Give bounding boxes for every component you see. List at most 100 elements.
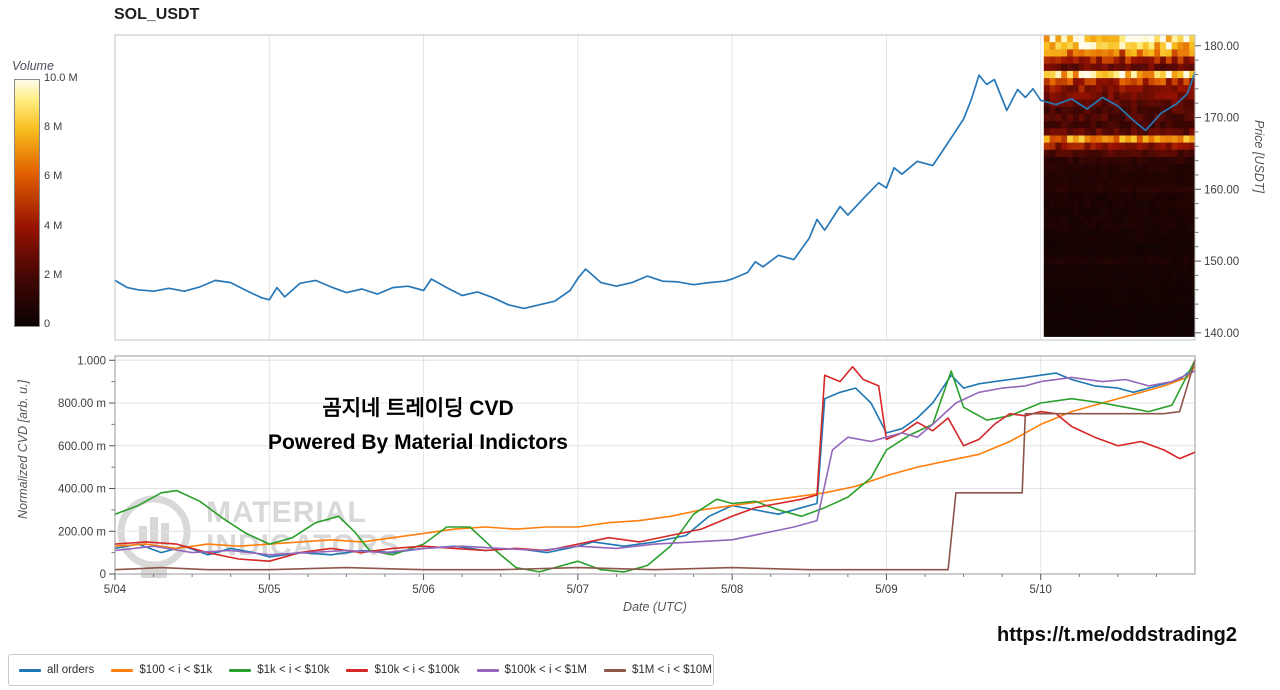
heatmap-cell [1119,35,1126,43]
heatmap-cell [1183,307,1190,316]
overlay-caption-line1: 곰지네 트레이딩 CVD [322,397,514,420]
heatmap-cell [1049,164,1056,172]
heatmap-cell [1119,157,1126,165]
heatmap-cell [1078,35,1085,43]
heatmap-cell [1131,78,1138,86]
heatmap-cell [1113,142,1120,151]
heatmap-cell [1090,106,1097,115]
legend-label: $100k < i < $1M [504,664,587,676]
heatmap-cell [1183,70,1190,79]
heatmap-cell [1113,157,1120,165]
heatmap-cell [1055,221,1062,230]
heatmap-cell [1055,307,1062,316]
heatmap-cell [1078,264,1085,273]
heatmap-cell [1119,200,1126,208]
heatmap-cell [1078,171,1085,180]
heatmap-cell [1119,271,1126,280]
heatmap-cell [1131,228,1138,237]
heatmap-cell [1049,78,1056,86]
heatmap-cell [1148,314,1155,323]
heatmap-cell [1061,214,1068,223]
heatmap-cell [1107,92,1115,101]
heatmap-cell [1154,300,1161,309]
heatmap-cell [1183,293,1190,302]
heatmap-cell [1154,157,1161,165]
heatmap-cell [1043,149,1051,158]
heatmap-cell [1055,264,1062,273]
heatmap-cell [1113,106,1120,115]
heatmap-cell [1183,235,1190,244]
heatmap-cell [1090,128,1097,136]
heatmap-cell [1160,56,1167,65]
heatmap-cell [1084,257,1091,266]
cvd-tick-label: 600.00 m [58,441,106,453]
heatmap-cell [1136,171,1144,180]
heatmap-cell [1084,121,1091,129]
heatmap-cell [1072,279,1080,287]
heatmap-cell [1102,149,1109,158]
telegram-link[interactable]: https://t.me/oddstrading2 [997,624,1237,646]
heatmap-cell [1131,307,1138,316]
heatmap-cell [1084,92,1091,101]
heatmap-cell [1049,135,1056,144]
heatmap-cell [1131,42,1138,50]
heatmap-cell [1055,70,1062,79]
heatmap-cell [1090,35,1097,43]
heatmap-cell [1078,164,1085,172]
heatmap-cell [1183,322,1190,330]
heatmap-cell [1078,250,1085,258]
heatmap-cell [1084,63,1091,72]
legend-label: $10k < i < $100k [374,664,460,676]
heatmap-cell [1084,78,1091,86]
heatmap-cell [1177,142,1184,151]
heatmap-cell [1171,171,1178,180]
heatmap-cell [1061,264,1068,273]
heatmap-cell [1148,185,1155,194]
heatmap-cell [1102,250,1109,258]
heatmap-cell [1096,142,1103,151]
heatmap-cell [1189,70,1196,79]
heatmap-cell [1067,271,1074,280]
heatmap-cell [1055,113,1062,122]
heatmap-cell [1165,142,1173,151]
heatmap-cell [1160,257,1167,266]
heatmap-cell [1084,128,1091,136]
heatmap-cell [1119,228,1126,237]
heatmap-cell [1125,171,1132,180]
heatmap-cell [1096,113,1103,122]
heatmap-cell [1113,329,1120,337]
heatmap-cell [1084,56,1091,65]
heatmap-cell [1148,128,1155,136]
heatmap-cell [1096,279,1103,287]
heatmap-cell [1119,149,1126,158]
heatmap-cell [1049,113,1056,122]
heatmap-cell [1148,99,1155,108]
heatmap-cell [1084,243,1091,251]
heatmap-cell [1043,157,1051,165]
heatmap-cell [1049,192,1056,201]
heatmap-cell [1090,243,1097,251]
volume-colorbar [14,79,40,327]
heatmap-cell [1142,300,1149,309]
heatmap-cell [1148,92,1155,101]
heatmap-cell [1165,257,1173,266]
heatmap-cell [1102,70,1109,79]
heatmap-cell [1067,106,1074,115]
heatmap-cell [1078,329,1085,337]
heatmap-cell [1119,85,1126,93]
heatmap-cell [1055,49,1062,58]
heatmap-cell [1160,279,1167,287]
heatmap-cell [1189,128,1196,136]
heatmap-cell [1043,106,1051,115]
heatmap-cell [1136,243,1144,251]
heatmap-cell [1183,214,1190,223]
heatmap-cell [1189,243,1196,251]
heatmap-cell [1177,293,1184,302]
heatmap-cell [1055,207,1062,215]
heatmap-cell [1055,92,1062,101]
heatmap-cell [1107,99,1115,108]
heatmap-cell [1165,113,1173,122]
heatmap-cell [1177,113,1184,122]
heatmap-cell [1072,99,1080,108]
heatmap-cell [1049,121,1056,129]
